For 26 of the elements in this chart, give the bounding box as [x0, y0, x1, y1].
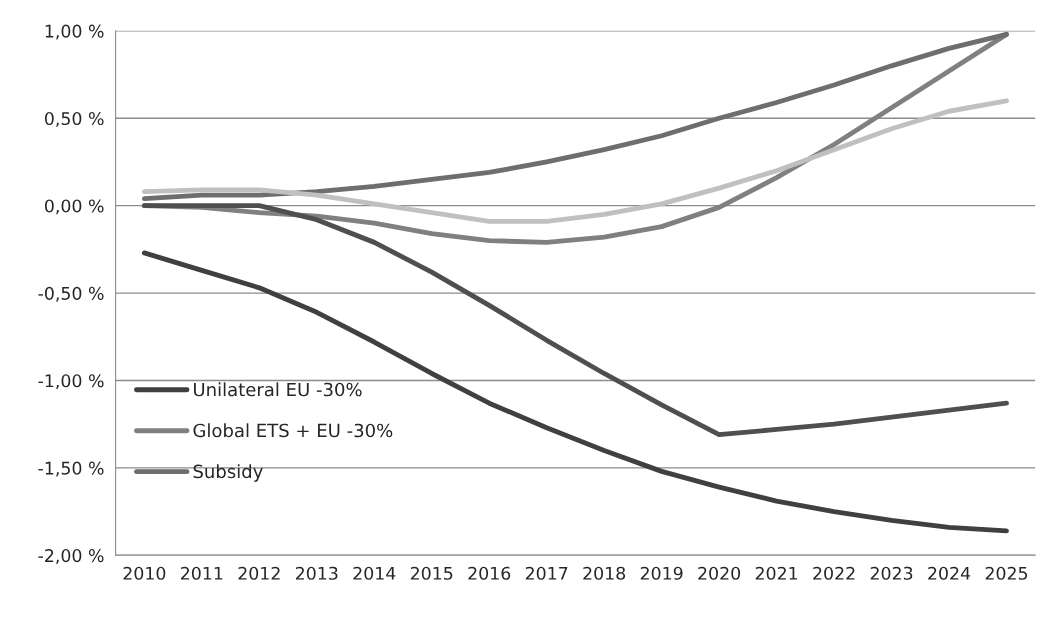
- x-tick-label: 2013: [295, 566, 338, 580]
- x-tick-label: 2012: [238, 566, 280, 580]
- x-tick-label: 2023: [870, 566, 913, 580]
- x-tick-label: 2011: [181, 566, 223, 580]
- x-tick-label: 2025: [985, 566, 1028, 580]
- x-tick-label: 2016: [468, 566, 511, 580]
- x-tick-label: 2020: [698, 566, 741, 580]
- x-tick-label: 2018: [583, 566, 626, 580]
- x-tick-label: 2021: [755, 566, 798, 580]
- y-tick-label: -0,50 %: [38, 286, 104, 302]
- y-tick-label: 1,00 %: [45, 24, 104, 40]
- x-tick-label: 2015: [410, 566, 453, 580]
- x-tick-label: 2017: [525, 566, 568, 580]
- y-tick-label: 0,00 %: [44, 199, 104, 215]
- x-tick-label: 2019: [640, 566, 683, 580]
- y-tick-label: -2,00 %: [38, 549, 104, 564]
- legend-label: Subsidy: [193, 464, 263, 482]
- x-tick-label: 2014: [353, 566, 396, 580]
- x-tick-label: 2010: [123, 566, 166, 580]
- y-tick-label: -1,50 %: [38, 461, 104, 477]
- y-tick-label: 0,50 %: [44, 111, 104, 127]
- y-tick-label: -1,00 %: [38, 374, 104, 390]
- x-tick-label: 2024: [928, 566, 971, 580]
- legend-label: Global ETS + EU -30%: [193, 423, 393, 438]
- legend-label: Unilateral EU -30%: [194, 382, 362, 397]
- x-tick-label: 2022: [813, 566, 855, 580]
